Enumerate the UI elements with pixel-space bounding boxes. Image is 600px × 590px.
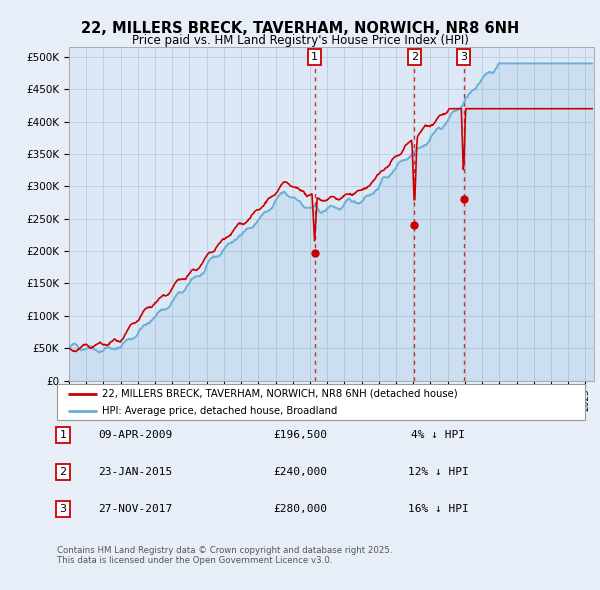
Text: 4% ↓ HPI: 4% ↓ HPI bbox=[411, 430, 465, 440]
Text: 22, MILLERS BRECK, TAVERHAM, NORWICH, NR8 6NH: 22, MILLERS BRECK, TAVERHAM, NORWICH, NR… bbox=[81, 21, 519, 35]
Text: HPI: Average price, detached house, Broadland: HPI: Average price, detached house, Broa… bbox=[102, 406, 337, 416]
Text: 2: 2 bbox=[411, 52, 418, 62]
Text: £280,000: £280,000 bbox=[273, 504, 327, 514]
Text: Contains HM Land Registry data © Crown copyright and database right 2025.
This d: Contains HM Land Registry data © Crown c… bbox=[57, 546, 392, 565]
Text: 09-APR-2009: 09-APR-2009 bbox=[98, 430, 172, 440]
Text: 23-JAN-2015: 23-JAN-2015 bbox=[98, 467, 172, 477]
Text: 22, MILLERS BRECK, TAVERHAM, NORWICH, NR8 6NH (detached house): 22, MILLERS BRECK, TAVERHAM, NORWICH, NR… bbox=[102, 389, 458, 399]
Text: Price paid vs. HM Land Registry's House Price Index (HPI): Price paid vs. HM Land Registry's House … bbox=[131, 34, 469, 47]
FancyBboxPatch shape bbox=[57, 384, 585, 420]
Text: 1: 1 bbox=[59, 430, 67, 440]
Text: 3: 3 bbox=[59, 504, 67, 514]
Text: £196,500: £196,500 bbox=[273, 430, 327, 440]
Text: 27-NOV-2017: 27-NOV-2017 bbox=[98, 504, 172, 514]
Text: 12% ↓ HPI: 12% ↓ HPI bbox=[407, 467, 469, 477]
Text: 2: 2 bbox=[59, 467, 67, 477]
Text: £240,000: £240,000 bbox=[273, 467, 327, 477]
Text: 1: 1 bbox=[311, 52, 318, 62]
Text: 16% ↓ HPI: 16% ↓ HPI bbox=[407, 504, 469, 514]
Text: 3: 3 bbox=[460, 52, 467, 62]
